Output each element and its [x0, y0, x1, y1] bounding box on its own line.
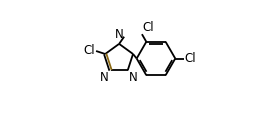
- Text: N: N: [129, 71, 138, 84]
- Text: N: N: [115, 28, 124, 41]
- Text: Cl: Cl: [143, 21, 154, 34]
- Text: Cl: Cl: [84, 44, 95, 57]
- Text: N: N: [100, 71, 109, 84]
- Text: Cl: Cl: [185, 52, 196, 65]
